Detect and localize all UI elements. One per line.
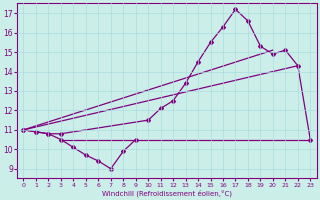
X-axis label: Windchill (Refroidissement éolien,°C): Windchill (Refroidissement éolien,°C): [102, 189, 232, 197]
